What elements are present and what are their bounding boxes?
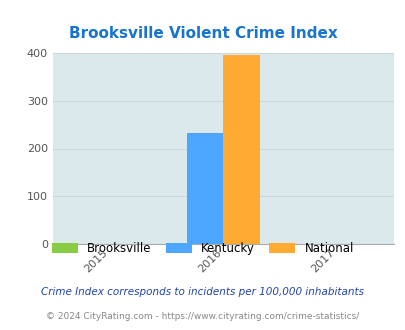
Legend: Brooksville, Kentucky, National: Brooksville, Kentucky, National [47, 237, 358, 260]
Bar [186, 133, 223, 244]
Bar [223, 55, 259, 244]
Text: Crime Index corresponds to incidents per 100,000 inhabitants: Crime Index corresponds to incidents per… [41, 287, 364, 297]
Text: Brooksville Violent Crime Index: Brooksville Violent Crime Index [68, 26, 337, 41]
Text: © 2024 CityRating.com - https://www.cityrating.com/crime-statistics/: © 2024 CityRating.com - https://www.city… [46, 312, 359, 321]
